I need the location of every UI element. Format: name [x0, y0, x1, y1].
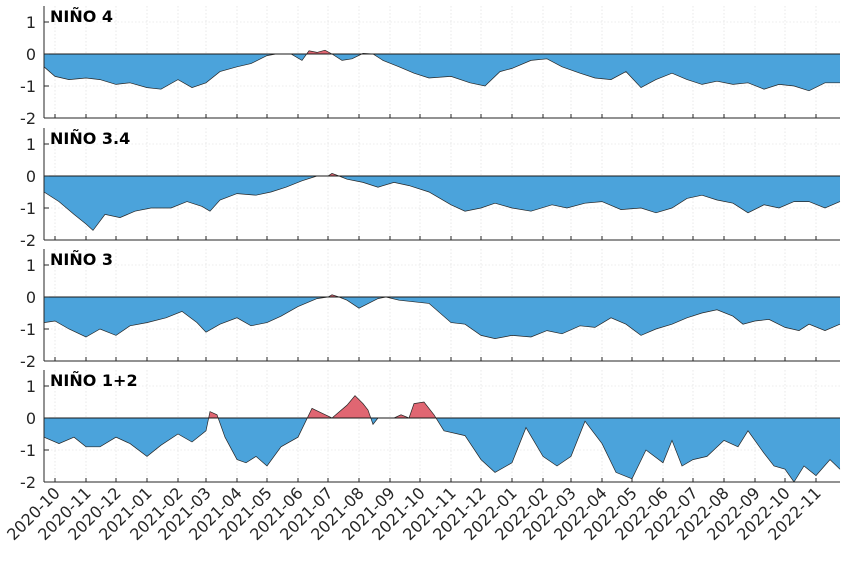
series-line: [43, 49, 840, 92]
y-tick-label: -2: [20, 473, 36, 492]
y-tick-label: 0: [26, 45, 36, 64]
panel-title: NIÑO 3.4: [50, 129, 130, 148]
y-tick-label: 0: [26, 288, 36, 307]
panel-2: -2 -1 0 1 NIÑO 3: [20, 249, 841, 371]
negative-area: [44, 297, 840, 339]
y-tick-label: 1: [26, 377, 36, 396]
y-tick-label: -1: [20, 77, 36, 96]
negative-area: [44, 418, 840, 482]
panel-title: NIÑO 1+2: [50, 371, 138, 390]
series-line: [43, 294, 841, 339]
y-tick-label: 1: [26, 13, 36, 32]
series-line: [43, 395, 841, 483]
series-line: [43, 173, 841, 231]
y-tick-label: -2: [20, 231, 36, 250]
panel-3: -2 -1 0 1 NIÑO 1+2: [20, 370, 841, 492]
y-tick-label: 1: [26, 256, 36, 275]
panel-title: NIÑO 3: [50, 250, 113, 269]
y-tick-label: 0: [26, 167, 36, 186]
y-tick-label: -1: [20, 199, 36, 218]
y-tick-label: 1: [26, 135, 36, 154]
panel-1: -2 -1 0 1 NIÑO 3.4: [20, 128, 841, 250]
y-tick-label: -2: [20, 109, 36, 128]
y-tick-label: 0: [26, 409, 36, 428]
y-tick-label: -1: [20, 441, 36, 460]
y-tick-label: -2: [20, 352, 36, 371]
y-tick-label: -1: [20, 320, 36, 339]
negative-area: [44, 176, 840, 231]
panel-title: NIÑO 4: [50, 7, 113, 26]
panel-0: -2 -1 0 1 NIÑO 4: [20, 6, 840, 128]
negative-area: [44, 54, 840, 91]
